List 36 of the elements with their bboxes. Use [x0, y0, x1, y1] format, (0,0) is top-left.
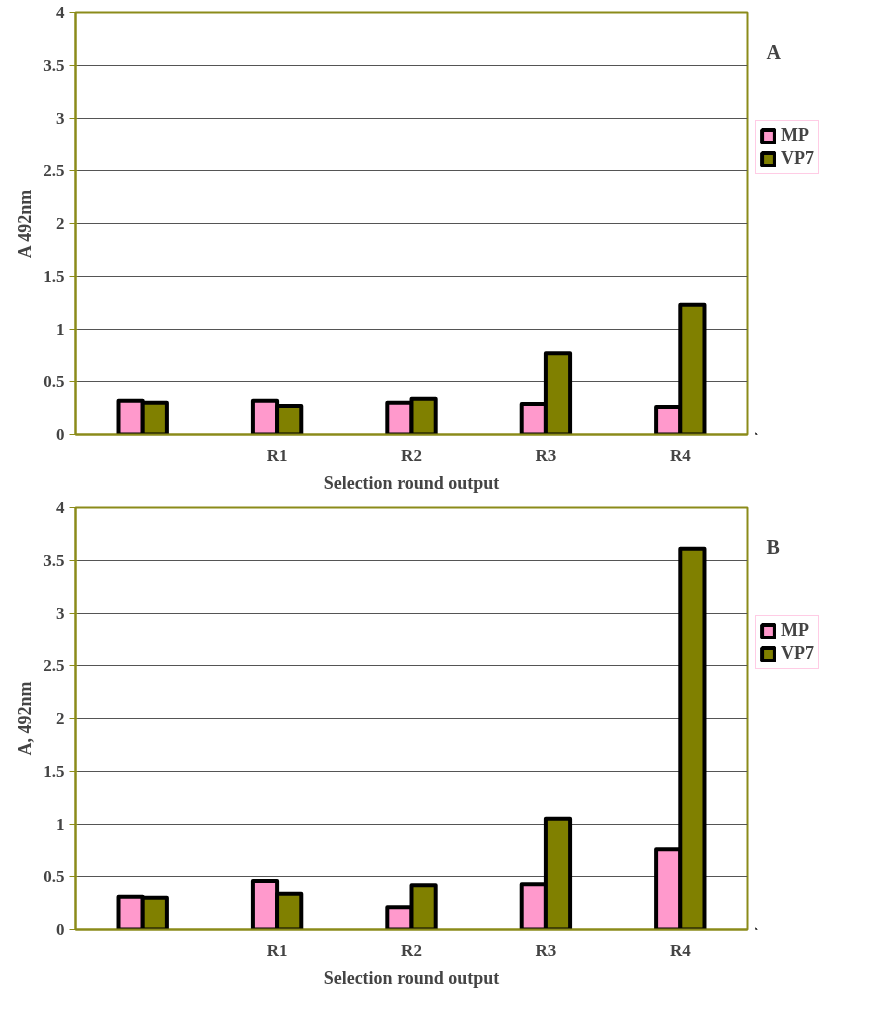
x-tick-label: R4: [669, 445, 692, 465]
y-tick-label: 2.5: [43, 161, 65, 181]
y-tick-label: 1.5: [43, 266, 65, 286]
legend-label: VP7: [781, 148, 814, 169]
y-tick-label: 2: [56, 709, 65, 728]
y-tick-label: 0: [56, 425, 65, 444]
x-axis-title: Selection round output: [323, 967, 500, 988]
x-tick-label: R4: [669, 940, 692, 960]
y-tick-label: 2.5: [43, 656, 65, 676]
y-tick-label: 2: [56, 214, 65, 233]
y-tick-label: 0: [56, 920, 65, 939]
x-tick-label: R3: [535, 940, 557, 960]
y-tick-label: 3: [56, 108, 65, 128]
y-axis-title: A 492nm: [15, 189, 36, 259]
y-tick-label: 0.5: [43, 372, 65, 392]
legend-label: MP: [781, 125, 809, 146]
y-tick-label: 1: [56, 814, 65, 834]
text: A: [766, 41, 782, 64]
x-tick-label: R3: [535, 445, 557, 465]
y-tick-label: 0.5: [43, 867, 65, 887]
y-tick-label: 4: [56, 498, 65, 517]
x-tick-label: R1: [266, 445, 288, 465]
x-tick-label: R1: [266, 940, 288, 960]
x-axis-title: Selection round output: [323, 472, 500, 493]
y-tick-label: 4: [56, 3, 65, 22]
y-tick-label: 3.5: [43, 55, 65, 75]
y-tick-label: 3.5: [43, 550, 65, 570]
y-tick-label: 1.5: [43, 761, 65, 781]
y-axis-title: A, 492nm: [15, 681, 36, 756]
x-tick-label: R2: [401, 445, 422, 465]
y-tick-label: 3: [56, 603, 65, 623]
text: B: [766, 536, 780, 559]
y-tick-label: 1: [56, 319, 65, 339]
legend-label: VP7: [781, 643, 814, 664]
x-tick-label: R2: [401, 940, 422, 960]
legend-label: MP: [781, 620, 809, 641]
